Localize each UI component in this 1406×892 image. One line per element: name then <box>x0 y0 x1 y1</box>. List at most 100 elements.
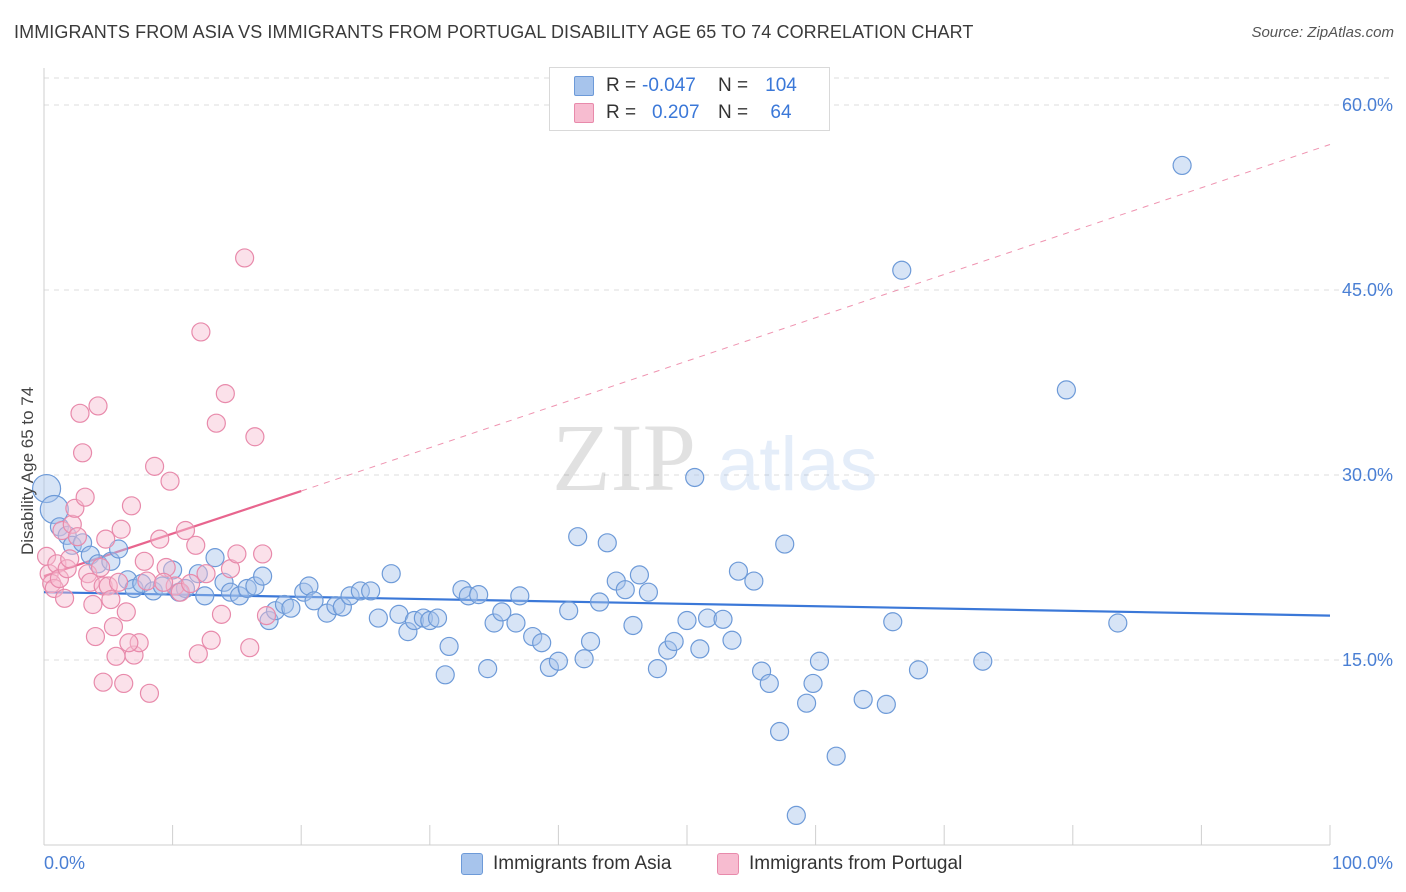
asia-point <box>1056 380 1076 400</box>
portugal-point <box>83 594 103 615</box>
legend-n-value-portugal: 64 <box>770 102 792 123</box>
portugal-point <box>134 551 154 571</box>
legend-swatch-portugal <box>574 103 594 123</box>
portugal-point <box>47 554 67 574</box>
asia-point <box>803 673 823 694</box>
portugal-point <box>153 572 174 592</box>
asia-point <box>420 610 440 631</box>
asia-point <box>638 582 659 602</box>
portugal-point <box>227 544 247 564</box>
tick-labels: 15.0% 30.0% 45.0% 60.0% 0.0% 100.0% <box>44 95 1393 873</box>
portugal-point <box>119 633 139 653</box>
axes <box>43 68 1331 846</box>
asia-point <box>548 651 569 671</box>
asia-point <box>796 693 817 713</box>
portugal-point <box>72 443 93 463</box>
portugal-point <box>181 573 201 594</box>
asia-point <box>108 539 129 559</box>
asia-point <box>188 564 208 584</box>
asia-point <box>492 602 512 622</box>
asia-point <box>435 665 455 685</box>
portugal-point <box>160 471 180 491</box>
portugal-point <box>175 520 196 541</box>
asia-point <box>195 586 215 606</box>
asia-point <box>973 651 993 671</box>
portugal-point <box>245 427 265 447</box>
asia-point <box>229 586 250 606</box>
asia-point <box>580 631 601 652</box>
legend-r-value-asia: -0.047 <box>642 75 696 96</box>
bottom-legend-swatch-asia <box>461 853 483 875</box>
portugal-point <box>191 322 211 342</box>
chart-source: Source: ZipAtlas.com <box>1251 24 1394 41</box>
asia-point <box>769 721 790 742</box>
legend-swatch-asia <box>574 76 594 96</box>
asia-point <box>299 576 319 596</box>
portugal-point <box>150 529 170 549</box>
portugal-point <box>206 413 226 433</box>
portugal-point <box>139 683 160 703</box>
portugal-point <box>106 646 126 666</box>
portugal-point <box>108 572 129 592</box>
portugal-point <box>62 514 82 534</box>
data-points <box>31 155 1192 826</box>
portugal-point <box>75 487 95 507</box>
asia-point <box>1108 613 1128 633</box>
asia-point <box>281 598 301 618</box>
asia-point <box>713 609 733 629</box>
portugal-point <box>111 519 131 539</box>
asia-point <box>458 586 478 606</box>
portugal-point <box>90 557 111 578</box>
asia-point <box>39 494 69 525</box>
asia-point <box>664 631 684 652</box>
legend-n-label: N = <box>718 102 749 123</box>
asia-point <box>744 571 764 591</box>
portugal-point <box>253 544 273 564</box>
portugal-point <box>137 571 157 591</box>
legend-row-asia: R = -0.047 N = 104 <box>574 74 806 98</box>
y-tick-label: 15.0% <box>1342 650 1393 670</box>
bottom-legend-asia: Immigrants from Asia <box>461 851 671 877</box>
portugal-point <box>101 589 121 610</box>
asia-point <box>629 565 650 585</box>
watermark-zip: ZIP <box>552 404 696 511</box>
asia-point <box>532 633 552 653</box>
portugal-point <box>49 568 70 589</box>
portugal-trend-extension <box>301 143 1331 492</box>
portugal-point <box>96 529 116 549</box>
asia-point <box>259 610 279 631</box>
asia-point <box>205 548 225 568</box>
portugal-point <box>235 248 255 268</box>
asia-point <box>478 659 498 679</box>
portugal-point <box>186 535 206 555</box>
watermark: ZIP atlas <box>552 404 878 511</box>
portugal-point <box>80 572 100 592</box>
y-axis-label: Disability Age 65 to 74 <box>18 387 37 555</box>
asia-point <box>786 805 806 826</box>
asia-point <box>568 527 588 547</box>
portugal-point <box>88 396 108 416</box>
asia-point <box>510 586 530 606</box>
asia-point <box>506 613 526 633</box>
portugal-point <box>103 617 124 637</box>
asia-point <box>589 592 610 612</box>
portugal-point <box>256 605 277 626</box>
portugal-point <box>211 604 232 624</box>
asia-point <box>427 608 448 628</box>
y-tick-label: 30.0% <box>1342 465 1393 485</box>
portugal-point <box>240 638 260 658</box>
asia-point <box>597 533 617 553</box>
asia-point <box>132 573 152 594</box>
asia-point <box>697 608 718 628</box>
asia-point <box>647 659 668 679</box>
y-tick-label: 60.0% <box>1342 95 1393 115</box>
asia-point <box>253 566 273 586</box>
asia-point <box>350 581 370 601</box>
asia-point <box>439 636 459 657</box>
portugal-point <box>201 630 221 650</box>
portugal-point <box>85 626 106 647</box>
bottom-legend-swatch-portugal <box>717 853 739 875</box>
portugal-point <box>188 644 208 664</box>
portugal-trend-line <box>43 489 302 578</box>
